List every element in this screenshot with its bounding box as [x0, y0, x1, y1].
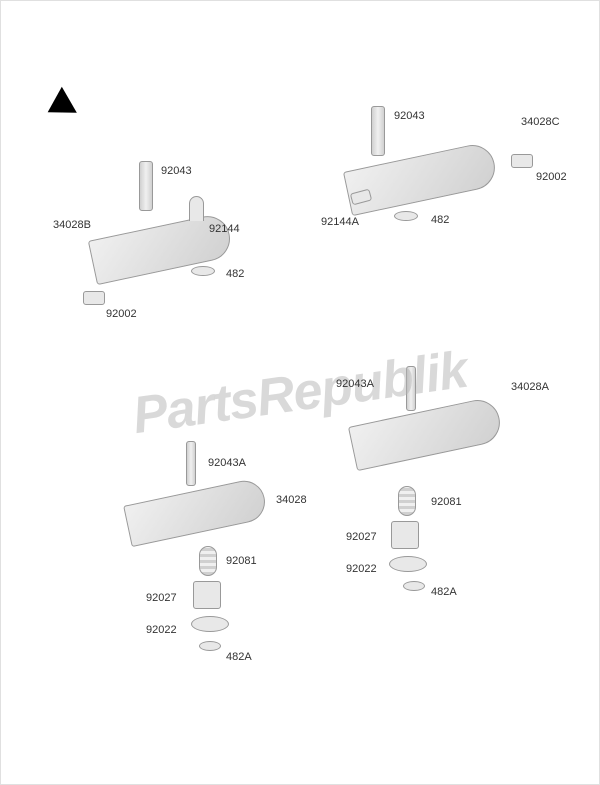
- part-holder: [389, 556, 427, 572]
- part-clip: [391, 521, 419, 549]
- part-label: 92022: [146, 624, 177, 636]
- part-label: 92144A: [321, 216, 359, 228]
- part-label: 92043A: [336, 378, 374, 390]
- part-label: 92002: [106, 308, 137, 320]
- part-footrest-front-right: [343, 141, 499, 216]
- part-cap: [83, 291, 105, 305]
- part-pin: [406, 366, 416, 411]
- diagram-canvas: PartsRepublik 92043 34028B 92144 482 920…: [0, 0, 600, 785]
- part-spring: [199, 546, 217, 576]
- part-label: 92081: [431, 496, 462, 508]
- part-ring: [191, 266, 215, 276]
- part-ring: [394, 211, 418, 221]
- part-label: 92043A: [208, 457, 246, 469]
- part-spring: [398, 486, 416, 516]
- part-label: 482: [431, 214, 449, 226]
- part-label: 482A: [226, 651, 252, 663]
- part-cap: [511, 154, 533, 168]
- part-label: 92027: [146, 592, 177, 604]
- part-label: 92002: [536, 171, 567, 183]
- part-footrest-rear-left: [123, 477, 269, 547]
- part-washer: [403, 581, 425, 591]
- part-label: 482A: [431, 586, 457, 598]
- part-label: 92144: [209, 223, 240, 235]
- part-label: 34028B: [53, 219, 91, 231]
- part-label: 92027: [346, 531, 377, 543]
- part-label: 34028A: [511, 381, 549, 393]
- part-hook: [189, 196, 204, 221]
- part-clip: [193, 581, 221, 609]
- part-holder: [191, 616, 229, 632]
- part-washer: [199, 641, 221, 651]
- part-label: 34028C: [521, 116, 560, 128]
- part-label: 92043: [394, 110, 425, 122]
- part-label: 92043: [161, 165, 192, 177]
- part-footrest-rear-right: [348, 396, 504, 471]
- part-pin: [371, 106, 385, 156]
- part-pin: [186, 441, 196, 486]
- part-label: 92081: [226, 555, 257, 567]
- direction-arrow-icon: [40, 87, 77, 125]
- part-label: 482: [226, 268, 244, 280]
- part-label: 34028: [276, 494, 307, 506]
- part-label: 92022: [346, 563, 377, 575]
- part-pin: [139, 161, 153, 211]
